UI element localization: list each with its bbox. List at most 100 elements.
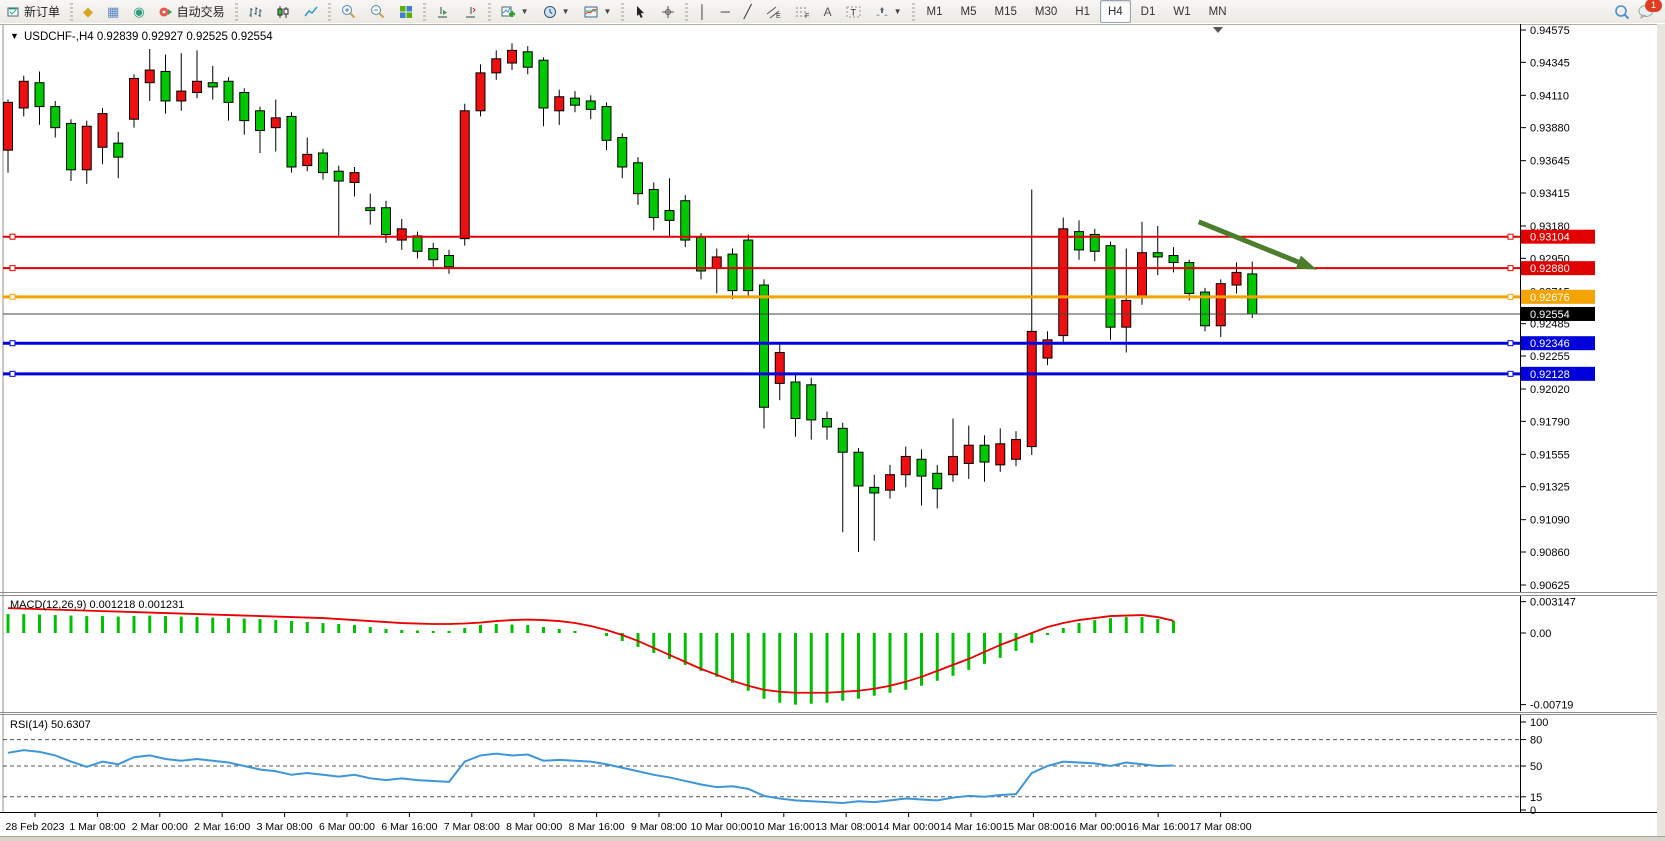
hline-0.92676[interactable]: 0.92676 [3,289,1595,304]
hline-price-tag-label: 0.93104 [1530,232,1570,244]
hline-0.93104[interactable]: 0.93104 [3,229,1595,244]
candle-body [1105,245,1116,328]
zoom-out-button[interactable] [364,0,391,23]
trend-arrow[interactable] [1197,219,1317,270]
timeframe-M30[interactable]: M30 [1034,5,1058,18]
candle-body [1215,283,1226,327]
hline-handle[interactable] [1507,233,1514,240]
chart-shift-icon [465,6,476,17]
notifications-button[interactable]: 1 [1638,0,1662,19]
hline-handle[interactable] [9,370,16,377]
crosshair-button[interactable] [655,0,681,23]
macd-label: MACD(12,26,9) 0.001218 0.001231 [10,599,184,611]
data-window-button[interactable]: ▦ [101,0,125,23]
indicators-button[interactable]: ▼ [495,0,535,23]
macd-panel: MACD(12,26,9) 0.001218 0.001231 0.003147 0… [6,596,1576,712]
periods-button[interactable]: ▼ [537,0,576,23]
time-tick-label: 6 Mar 16:00 [381,821,437,833]
hline-price-tag-label: 0.92128 [1530,369,1570,381]
candlestick-chart-button[interactable] [270,0,296,23]
bid-tag-rect [1521,306,1595,321]
hline-handle[interactable] [9,265,16,272]
hline-price-tag-label: 0.92880 [1530,263,1570,275]
window-bottom-edge [0,836,1665,841]
line-chart-button[interactable] [298,0,324,23]
cursor-button[interactable] [628,0,653,23]
timeframe-H1[interactable]: H1 [1075,5,1090,18]
chart-shift-marker[interactable] [1213,27,1223,33]
text-label-button[interactable]: T [840,0,867,23]
search-icon[interactable] [1614,4,1630,20]
channel-button[interactable]: E [760,0,787,23]
templates-button[interactable]: ▼ [578,0,618,23]
candle-body [633,162,643,195]
candle-body [1058,228,1069,337]
price-tick-label: 0.93880 [1530,123,1570,135]
candle-body [837,427,848,453]
timeframe-group: M1 M5 M15 M30 H1 H4 D1 W1 MN [918,0,1236,23]
hline-handle[interactable] [9,340,16,347]
new-order-label: 新订单 [24,5,61,19]
vertical-line-button[interactable]: │ [692,0,712,23]
time-axis[interactable]: 28 Feb 2023 1 Mar 08:00 2 Mar 00:00 2 Mar 1… [6,813,1252,833]
price-tick-label: 0.94345 [1530,57,1570,69]
chart-window: 0.94575 0.94345 0.94110 0.93880 0.93645 0.934… [0,23,1665,841]
periods-clock-icon [543,5,556,18]
price-tick-label: 0.92020 [1530,384,1570,396]
hline-handle[interactable] [9,293,16,300]
trend-arrow-shaft[interactable] [1197,219,1300,265]
hline-handle[interactable] [9,233,16,240]
candle-body [869,486,880,494]
candle-body [66,122,76,171]
market-watch-icon: ◆ [83,4,94,19]
candle-body [963,444,974,464]
candle-body [50,106,61,129]
svg-text:F: F [805,13,809,19]
bar-chart-button[interactable] [242,0,268,23]
timeframe-M5[interactable]: M5 [960,5,977,18]
hline-0.92346[interactable]: 0.92346 [3,336,1595,351]
new-order-button[interactable]: 新订单 [1,0,66,23]
timeframe-M15[interactable]: M15 [994,5,1017,18]
candle-body [144,69,155,84]
timeframe-M1[interactable]: M1 [926,5,943,18]
hline-handle[interactable] [1507,265,1514,272]
tile-windows-button[interactable] [393,0,419,23]
navigator-button[interactable]: ◉ [127,0,150,23]
timeframe-H4[interactable]: H4 [1099,0,1131,23]
chart-shift-button[interactable] [458,0,484,23]
candle-body [1168,255,1179,264]
price-chart[interactable]: 0.94575 0.94345 0.94110 0.93880 0.93645 0.934… [0,23,1665,841]
hline-handle[interactable] [1507,340,1514,347]
candle-body [900,455,911,476]
toolbar-separator [685,2,689,21]
zoom-in-button[interactable] [335,0,362,23]
trendline-button[interactable]: ╱ [738,0,758,23]
timeframe-D1[interactable]: D1 [1140,5,1156,18]
text-label-icon: T [846,6,861,17]
hline-0.92128[interactable]: 0.92128 [3,366,1595,381]
time-tick-label: 6 Mar 00:00 [319,821,375,833]
price-tick-label: 0.91325 [1530,482,1570,494]
text-button[interactable]: A [818,0,838,23]
rsi-label: RSI(14) 50.6307 [10,719,91,731]
candle-body [381,207,391,235]
price-tick-label: 0.94110 [1530,90,1569,102]
hline-handle[interactable] [1507,293,1514,300]
hline-0.92880[interactable]: 0.92880 [3,261,1595,276]
templates-icon [584,6,598,17]
horizontal-line-button[interactable]: ─ [715,0,736,23]
arrows-button[interactable]: ▼ [869,0,908,23]
autotrading-button[interactable]: 自动交易 [153,0,231,23]
price-tick-label: 0.93645 [1530,156,1570,168]
fibonacci-button[interactable]: F [789,0,816,23]
candle-body [995,443,1006,466]
auto-scroll-button[interactable] [430,0,456,23]
candle-body [475,72,486,112]
timeframe-MN[interactable]: MN [1208,5,1227,18]
timeframe-W1[interactable]: W1 [1173,5,1191,18]
market-watch-button[interactable]: ◆ [77,0,99,23]
hline-handle[interactable] [1507,370,1514,377]
svg-text:T: T [850,7,856,17]
candle-body [491,58,502,74]
